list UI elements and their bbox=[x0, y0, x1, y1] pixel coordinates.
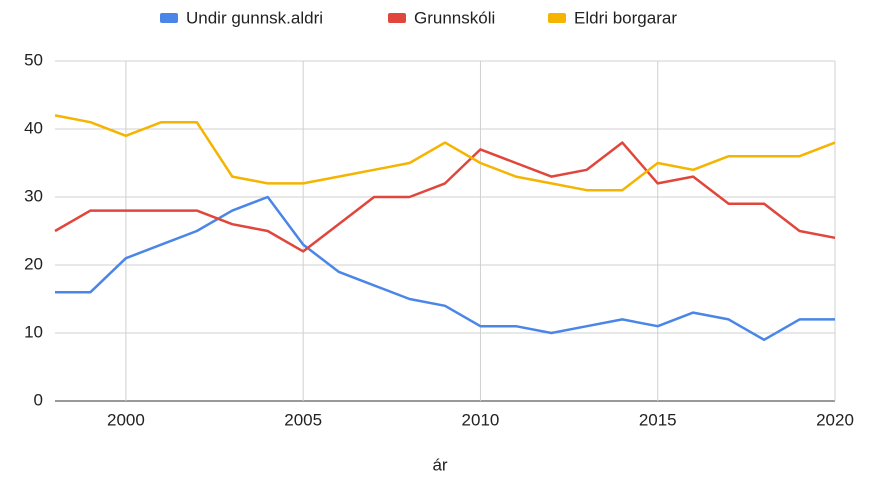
y-tick-label: 50 bbox=[24, 50, 43, 69]
legend-label: Grunnskóli bbox=[414, 8, 495, 27]
y-tick-label: 40 bbox=[24, 118, 43, 137]
series-line bbox=[55, 195, 835, 342]
series-line bbox=[54, 141, 836, 253]
legend-swatch bbox=[160, 13, 178, 23]
legend-label: Undir gunnsk.aldri bbox=[186, 8, 323, 27]
y-tick-label: 10 bbox=[24, 322, 43, 341]
y-tick-label: 20 bbox=[24, 254, 43, 273]
x-tick-label: 2000 bbox=[107, 410, 145, 429]
x-axis-label: ár bbox=[432, 455, 447, 474]
legend-swatch bbox=[388, 13, 406, 23]
series-line bbox=[54, 114, 836, 192]
legend-swatch bbox=[548, 13, 566, 23]
x-tick-label: 2020 bbox=[816, 410, 854, 429]
y-tick-label: 0 bbox=[34, 390, 43, 409]
y-tick-label: 30 bbox=[24, 186, 43, 205]
x-tick-label: 2015 bbox=[639, 410, 677, 429]
x-tick-label: 2010 bbox=[462, 410, 500, 429]
x-tick-label: 2005 bbox=[284, 410, 322, 429]
legend-label: Eldri borgarar bbox=[574, 8, 677, 27]
